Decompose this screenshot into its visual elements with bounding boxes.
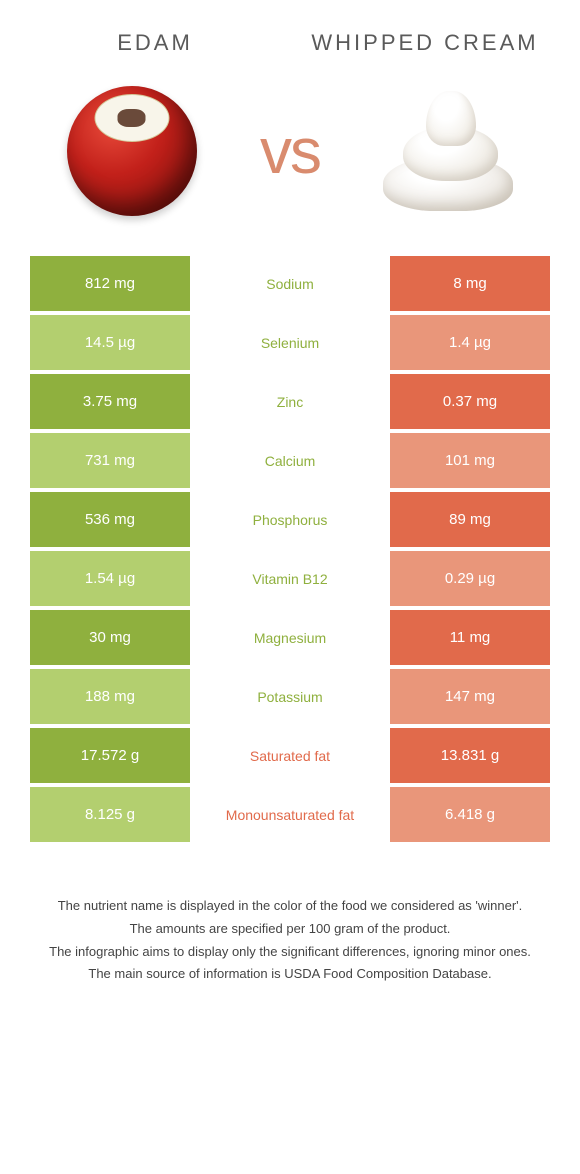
nutrient-label: Zinc xyxy=(190,374,390,429)
nutrient-right-value: 147 mg xyxy=(390,669,550,724)
nutrient-label: Phosphorus xyxy=(190,492,390,547)
nutrient-row: 812 mgSodium8 mg xyxy=(30,256,550,311)
edam-cheese-icon xyxy=(67,86,197,216)
nutrient-label: Calcium xyxy=(190,433,390,488)
nutrient-left-value: 3.75 mg xyxy=(30,374,190,429)
footnote-line: The amounts are specified per 100 gram o… xyxy=(30,919,550,940)
nutrient-left-value: 812 mg xyxy=(30,256,190,311)
nutrient-right-value: 6.418 g xyxy=(390,787,550,842)
whipped-cream-image xyxy=(373,76,523,226)
nutrient-right-value: 101 mg xyxy=(390,433,550,488)
nutrient-left-value: 17.572 g xyxy=(30,728,190,783)
nutrient-row: 536 mgPhosphorus89 mg xyxy=(30,492,550,547)
vs-label: vs xyxy=(260,114,320,188)
nutrient-table: 812 mgSodium8 mg14.5 µgSelenium1.4 µg3.7… xyxy=(0,256,580,842)
edam-image xyxy=(57,76,207,226)
header-right: Whipped cream xyxy=(290,30,560,56)
nutrient-right-value: 89 mg xyxy=(390,492,550,547)
header-row: Edam Whipped cream xyxy=(0,0,580,66)
nutrient-row: 731 mgCalcium101 mg xyxy=(30,433,550,488)
footnote-line: The main source of information is USDA F… xyxy=(30,964,550,985)
footnote-line: The nutrient name is displayed in the co… xyxy=(30,896,550,917)
nutrient-left-value: 14.5 µg xyxy=(30,315,190,370)
footnote-line: The infographic aims to display only the… xyxy=(30,942,550,963)
nutrient-right-value: 11 mg xyxy=(390,610,550,665)
nutrient-row: 3.75 mgZinc0.37 mg xyxy=(30,374,550,429)
nutrient-label: Saturated fat xyxy=(190,728,390,783)
nutrient-right-value: 1.4 µg xyxy=(390,315,550,370)
nutrient-row: 8.125 gMonounsaturated fat6.418 g xyxy=(30,787,550,842)
nutrient-row: 1.54 µgVitamin B120.29 µg xyxy=(30,551,550,606)
nutrient-row: 14.5 µgSelenium1.4 µg xyxy=(30,315,550,370)
nutrient-row: 17.572 gSaturated fat13.831 g xyxy=(30,728,550,783)
nutrient-row: 188 mgPotassium147 mg xyxy=(30,669,550,724)
nutrient-right-value: 8 mg xyxy=(390,256,550,311)
nutrient-left-value: 731 mg xyxy=(30,433,190,488)
nutrient-label: Sodium xyxy=(190,256,390,311)
nutrient-right-value: 0.29 µg xyxy=(390,551,550,606)
nutrient-right-value: 0.37 mg xyxy=(390,374,550,429)
nutrient-label: Monounsaturated fat xyxy=(190,787,390,842)
nutrient-label: Selenium xyxy=(190,315,390,370)
nutrient-left-value: 188 mg xyxy=(30,669,190,724)
nutrient-left-value: 536 mg xyxy=(30,492,190,547)
nutrient-left-value: 30 mg xyxy=(30,610,190,665)
nutrient-label: Magnesium xyxy=(190,610,390,665)
images-row: vs xyxy=(0,66,580,256)
nutrient-label: Potassium xyxy=(190,669,390,724)
nutrient-left-value: 1.54 µg xyxy=(30,551,190,606)
whipped-cream-icon xyxy=(378,86,518,216)
header-left: Edam xyxy=(20,30,290,56)
nutrient-label: Vitamin B12 xyxy=(190,551,390,606)
nutrient-right-value: 13.831 g xyxy=(390,728,550,783)
nutrient-left-value: 8.125 g xyxy=(30,787,190,842)
footnotes: The nutrient name is displayed in the co… xyxy=(0,846,580,1007)
nutrient-row: 30 mgMagnesium11 mg xyxy=(30,610,550,665)
